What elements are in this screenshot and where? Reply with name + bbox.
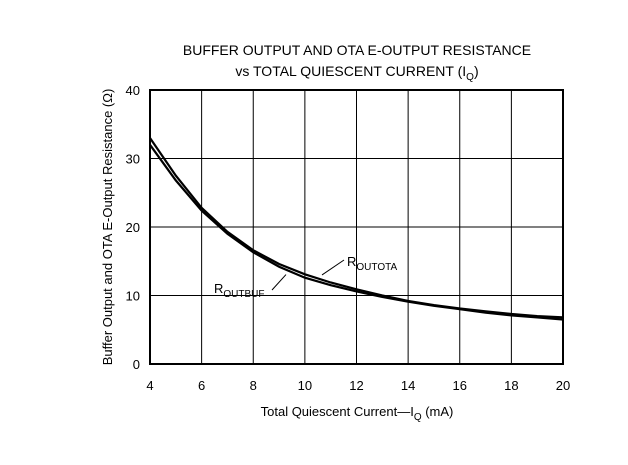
x-axis-label-prefix: Total Quiescent Current—I: [261, 404, 414, 419]
x-tick-label: 16: [453, 378, 467, 393]
chart-title-line1: BUFFER OUTPUT AND OTA E-OUTPUT RESISTANC…: [183, 42, 531, 58]
plot-series: [149, 137, 564, 321]
plot-frame: [149, 89, 564, 365]
x-tick-label: 8: [250, 378, 257, 393]
series-label-outbuf: ROUTBUF: [214, 281, 265, 300]
x-tick-label: 12: [349, 378, 363, 393]
x-tick-label: 4: [146, 378, 153, 393]
chart-title-line2-suffix: ): [474, 63, 479, 79]
x-axis-label: Total Quiescent Current—IQ (mA): [261, 404, 454, 423]
chart-title-line2: vs TOTAL QUIESCENT CURRENT (IQ): [235, 63, 478, 83]
series-label-leader-outota: [321, 259, 345, 276]
series-label-sub: OUTBUF: [223, 289, 264, 300]
series-line-outota: [149, 137, 564, 319]
y-tick-label: 30: [126, 152, 140, 167]
x-tick-label: 14: [401, 378, 415, 393]
x-tick-label: 20: [556, 378, 570, 393]
series-label-outota: ROUTOTA: [347, 254, 397, 273]
x-tick-label: 10: [298, 378, 312, 393]
x-axis-label-suffix: (mA): [422, 404, 454, 419]
series-label-leader-outbuf: [271, 274, 287, 291]
series-label-sub: OUTOTA: [356, 262, 397, 273]
y-tick-label: 40: [126, 83, 140, 98]
plot-grid: [149, 89, 564, 365]
axis-ticks: 4 6 8 10 12 14 16 18 20 0 10 20 30 40: [126, 83, 571, 393]
x-tick-label: 18: [504, 378, 518, 393]
series-label-main: R: [347, 254, 356, 269]
chart-title-line2-prefix: vs TOTAL QUIESCENT CURRENT (I: [235, 63, 466, 79]
y-tick-label: 20: [126, 220, 140, 235]
series-line-outbuf: [149, 144, 564, 321]
chart-title-line2-sub: Q: [466, 72, 474, 83]
y-tick-label: 10: [126, 289, 140, 304]
y-tick-label: 0: [133, 357, 140, 372]
y-axis-label: Buffer Output and OTA E-Output Resistanc…: [100, 89, 115, 366]
series-label-main: R: [214, 281, 223, 296]
x-tick-label: 6: [198, 378, 205, 393]
x-axis-label-sub: Q: [414, 412, 422, 423]
